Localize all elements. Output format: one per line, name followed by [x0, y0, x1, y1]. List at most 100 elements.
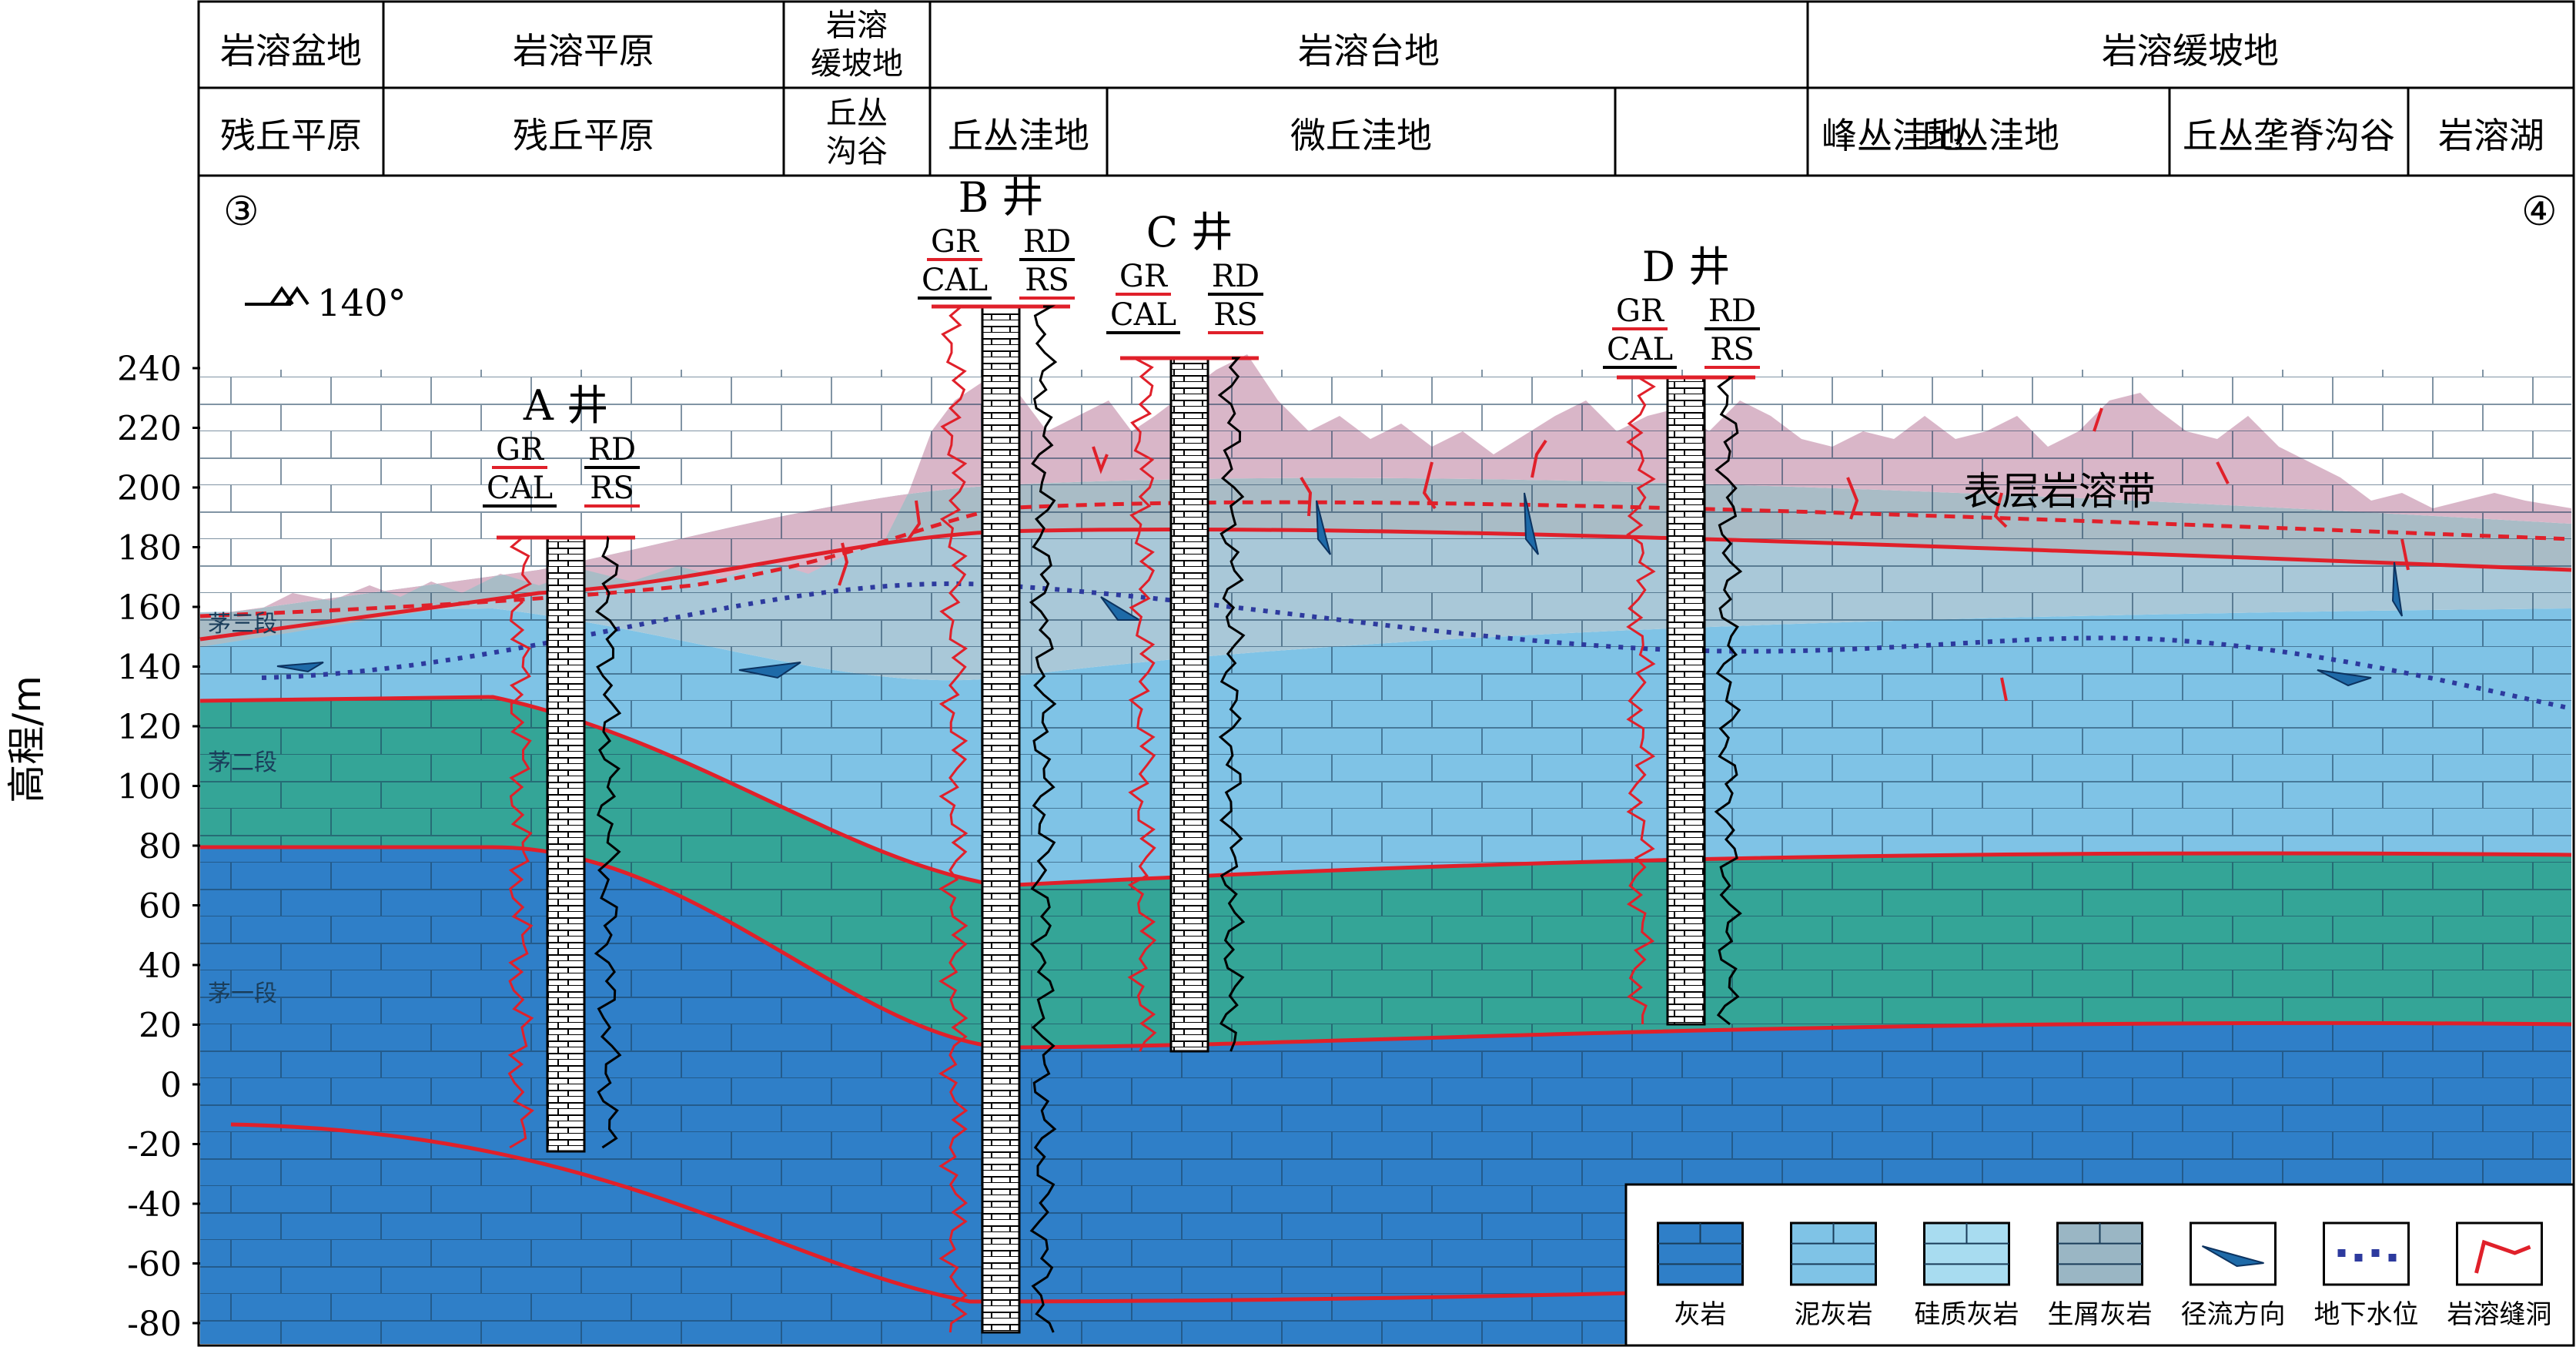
y-tick-label: 240	[117, 350, 182, 389]
y-tick-label: 140	[117, 648, 182, 688]
y-tick-label: 0	[160, 1066, 182, 1105]
surface-zone-label: 表层岩溶带	[1963, 469, 2156, 514]
well-rd-curve	[594, 536, 622, 1149]
legend-label: 生屑灰岩	[2048, 1299, 2153, 1330]
header-r1-c4: 岩溶台地	[1298, 30, 1440, 72]
legend-dot-icon	[2354, 1254, 2363, 1262]
y-axis-title: 高程/m	[5, 675, 49, 803]
legend-dot-icon	[2388, 1254, 2397, 1262]
formation-labels: 茅三段 茅二段 茅一段	[208, 611, 277, 1007]
well-1: A 井GR CAL RD RS	[483, 381, 640, 1153]
well-log-cal: CAL	[487, 471, 553, 506]
legend-item-1: 灰岩	[1657, 1221, 1744, 1330]
header-r1-c3: 岩溶缓坡地	[811, 8, 903, 82]
well-column	[546, 536, 586, 1153]
well-rd-curve	[1029, 305, 1058, 1333]
header-r2-c1: 残丘平原	[220, 115, 362, 156]
legend: 灰岩 泥灰岩 硅质灰岩 生屑灰岩 径流方向 地下水位 岩溶缝洞	[1624, 1183, 2575, 1347]
y-tick-label: 160	[117, 588, 182, 628]
legend-dot-icon	[2337, 1249, 2346, 1257]
header-r2-c7: 丘丛洼地	[1918, 115, 2059, 156]
header-r2-c8: 丘丛垄脊沟谷	[2183, 115, 2395, 156]
well-log-gr: GR	[1119, 259, 1169, 294]
well-log-cal: CAL	[1110, 297, 1176, 333]
y-tick-label: 180	[117, 529, 182, 568]
legend-item-7: 岩溶缝洞	[2447, 1221, 2552, 1330]
strike-dip-icon	[245, 286, 309, 306]
well-log-cal: CAL	[922, 263, 988, 298]
y-tick-label: 220	[117, 410, 182, 449]
header-r2-c4: 丘丛洼地	[948, 115, 1089, 156]
y-tick-label: 20	[139, 1007, 182, 1046]
well-gr-curve	[938, 305, 969, 1333]
header-r1-c2: 岩溶平原	[513, 30, 654, 72]
y-tick-label: -20	[127, 1126, 182, 1165]
legend-swatch	[2456, 1221, 2543, 1286]
orientation-label: 140°	[317, 282, 406, 325]
y-tick-label: -60	[127, 1245, 182, 1285]
legend-item-3: 硅质灰岩	[1915, 1221, 2019, 1330]
well-column	[981, 305, 1021, 1334]
y-tick-label: 200	[117, 469, 182, 508]
well-name: A 井	[523, 381, 608, 430]
well-rd-curve	[1217, 357, 1246, 1052]
legend-label: 泥灰岩	[1795, 1299, 1873, 1330]
well-log-rd: RD	[1212, 259, 1260, 294]
legend-dot-icon	[2371, 1249, 2380, 1257]
y-tick-label: -40	[127, 1185, 182, 1225]
well-gr-curve	[1626, 376, 1656, 1024]
legend-karst-icon	[2474, 1239, 2531, 1274]
well-log-rd: RD	[588, 432, 636, 467]
legend-label: 地下水位	[2314, 1299, 2419, 1330]
well-log-rs: RS	[590, 471, 634, 506]
well-log-rs: RS	[1025, 263, 1069, 298]
well-log-gr: GR	[1616, 293, 1665, 329]
well-log-rd: RD	[1023, 224, 1071, 260]
header-r1-c1: 岩溶盆地	[220, 30, 362, 72]
header-table: 岩溶盆地 岩溶平原 岩溶缓坡地 岩溶台地 岩溶缓坡地 残丘平原 残丘平原 丘丛沟…	[197, 0, 2575, 177]
legend-label: 灰岩	[1674, 1299, 1727, 1330]
well-name: C 井	[1146, 208, 1233, 256]
legend-label: 径流方向	[2181, 1299, 2286, 1330]
legend-arrow-icon	[2201, 1245, 2264, 1268]
orientation-indicator: 140°	[245, 282, 406, 325]
legend-item-4: 生屑灰岩	[2048, 1221, 2153, 1330]
legend-label: 硅质灰岩	[1915, 1299, 2019, 1330]
legend-item-5: 径流方向	[2181, 1221, 2286, 1330]
y-tick-label: -80	[127, 1305, 182, 1344]
well-log-rs: RS	[1710, 332, 1755, 367]
well-log-gr: GR	[496, 432, 545, 467]
formation-label-1: 茅三段	[208, 611, 277, 638]
header-r2-c2: 残丘平原	[513, 115, 654, 156]
profile-start-marker: ③	[223, 189, 259, 235]
y-tick-label: 120	[117, 708, 182, 747]
y-tick-label: 40	[139, 947, 182, 986]
well-gr-curve	[1127, 357, 1157, 1052]
formation-label-3: 茅一段	[208, 980, 277, 1007]
section-panel: 茅三段 茅二段 茅一段 ③ ④ 140° 表层岩溶带	[197, 174, 2575, 1347]
profile-end-marker: ④	[2521, 189, 2558, 235]
well-name: D 井	[1642, 243, 1730, 291]
well-log-rd: RD	[1708, 293, 1756, 329]
header-r2-c5: 微丘洼地	[1290, 115, 1432, 156]
well-log-gr: GR	[931, 224, 980, 260]
well-gr-curve	[507, 536, 534, 1149]
y-tick-label: 100	[117, 768, 182, 807]
header-r1-c5: 岩溶缓坡地	[2102, 30, 2279, 72]
header-r2-c3: 丘丛沟谷	[826, 95, 888, 169]
water-table-line	[261, 581, 2572, 711]
karst-fractures	[838, 407, 2410, 702]
legend-item-2: 泥灰岩	[1790, 1221, 1877, 1330]
legend-swatch	[2190, 1221, 2277, 1286]
y-tick-label: 80	[139, 827, 182, 866]
header-r2-c6: 峰丛洼地	[1822, 115, 1963, 156]
legend-item-6: 地下水位	[2314, 1221, 2419, 1330]
y-tick-label: 60	[139, 887, 182, 926]
flow-arrows	[276, 492, 2403, 687]
well-name: B 井	[958, 173, 1044, 222]
